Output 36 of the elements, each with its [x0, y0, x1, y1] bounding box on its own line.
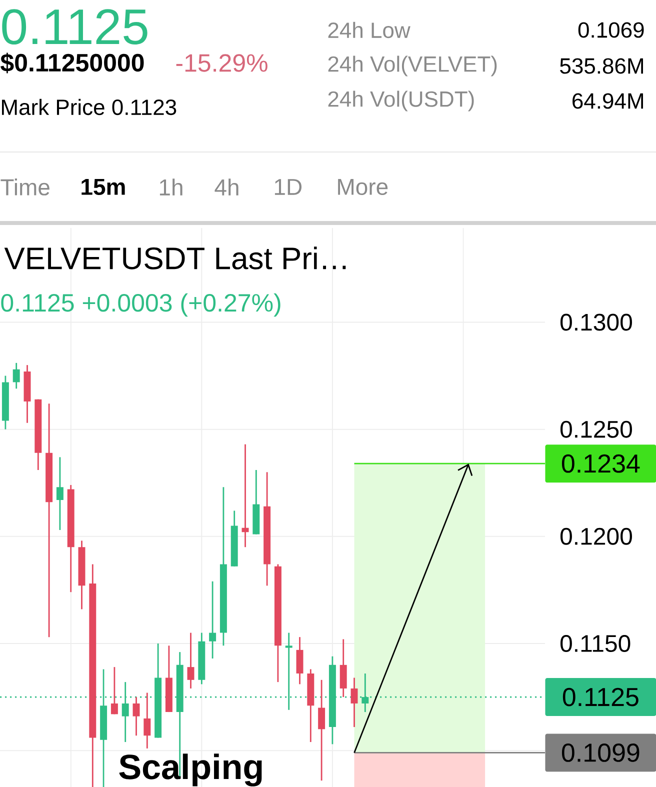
candlestick [350, 677, 358, 728]
y-tick-label: 0.1150 [560, 635, 630, 652]
y-tick-label: 0.1250 [560, 420, 632, 438]
text: 0.1069 [578, 22, 644, 38]
text: 64.94M [572, 93, 643, 109]
text: More [338, 178, 388, 196]
chart-title: VELVETUSDT Last Pri… [4, 246, 346, 270]
candlestick [144, 692, 151, 750]
candlestick [187, 632, 194, 690]
text: Mark Price 0.1123 [2, 98, 176, 116]
candlestick [110, 666, 118, 715]
text: 4h [214, 178, 238, 196]
text: 24h Low [328, 22, 410, 38]
text: 1h [160, 178, 182, 196]
candlestick [12, 362, 20, 390]
y-tick-label: 0.1200 [560, 528, 632, 545]
candlestick [56, 456, 64, 531]
ref-line-label: 0.1125 [562, 688, 638, 706]
candlestick [318, 679, 326, 782]
text: 24h Vol(USDT) [328, 90, 474, 112]
candlestick [209, 580, 216, 660]
text: 24h Vol(VELVET) [328, 56, 497, 76]
text: 1D [274, 179, 302, 195]
text: Time [0, 178, 50, 196]
text: 535.86M [560, 58, 643, 74]
text: 0.1125 [2, 9, 148, 44]
text: 15m [82, 178, 125, 196]
ref-line-label: 0.1099 [562, 744, 640, 762]
y-tick-label: 0.1300 [560, 314, 632, 331]
candlestick [340, 638, 347, 698]
text: $0.11250000 [0, 52, 144, 74]
ref-line-label: 0.1234 [562, 454, 640, 473]
text: 0.1125 +0.0003 (+0.27%) [1, 293, 280, 317]
text: -15.29% [176, 54, 268, 72]
candlestick [296, 636, 304, 685]
candlestick [132, 696, 140, 736]
